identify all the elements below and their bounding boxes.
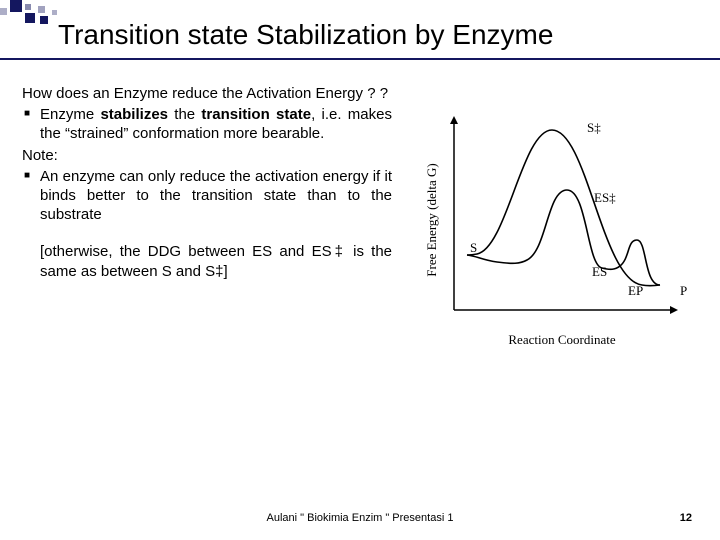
deco-square (40, 16, 48, 24)
deco-square (38, 6, 45, 13)
deco-square (0, 8, 7, 15)
bullet-2: ■ An enzyme can only reduce the activati… (22, 167, 392, 225)
question-text: How does an Enzyme reduce the Activation… (22, 84, 392, 103)
deco-square (25, 13, 35, 23)
deco-square (10, 0, 22, 12)
deco-square (25, 4, 31, 10)
energy-diagram: Free Energy (delta G) Reaction Coordinat… (412, 110, 712, 370)
catalyzed-curve (467, 190, 660, 285)
label-S: S (470, 240, 477, 255)
footer-center: Aulani " Biokimia Enzim " Presentasi 1 (0, 512, 720, 524)
label-ES-ts: ES‡ (594, 190, 616, 205)
bullet-1-text: Enzyme stabilizes the transition state, … (40, 105, 392, 143)
x-axis-label: Reaction Coordinate (508, 332, 615, 347)
label-S-ts: S‡ (587, 120, 601, 135)
b1-mid: the (168, 106, 201, 123)
b1-bold2: transition state (201, 106, 311, 123)
extra-note: [otherwise, the DDG between ES and ES‡ i… (22, 242, 392, 280)
deco-square (52, 10, 57, 15)
b1-bold1: stabilizes (100, 106, 168, 123)
body-text: How does an Enzyme reduce the Activation… (22, 84, 392, 283)
bullet-marker: ■ (22, 167, 40, 225)
note-label: Note: (22, 146, 392, 165)
y-axis-label: Free Energy (delta G) (424, 163, 439, 276)
label-P: P (680, 283, 687, 298)
label-EP: EP (628, 283, 643, 298)
bullet-2-text: An enzyme can only reduce the activation… (40, 167, 392, 225)
y-axis-arrow (450, 116, 458, 124)
slide-title: Transition state Stabilization by Enzyme (58, 20, 698, 51)
bullet-1: ■ Enzyme stabilizes the transition state… (22, 105, 392, 143)
bullet-marker: ■ (22, 105, 40, 143)
title-underline (0, 58, 720, 60)
b1-pre: Enzyme (40, 106, 100, 123)
x-axis-arrow (670, 306, 678, 314)
energy-diagram-svg: Free Energy (delta G) Reaction Coordinat… (412, 110, 712, 370)
page-number: 12 (680, 512, 692, 524)
label-ES: ES (592, 264, 607, 279)
